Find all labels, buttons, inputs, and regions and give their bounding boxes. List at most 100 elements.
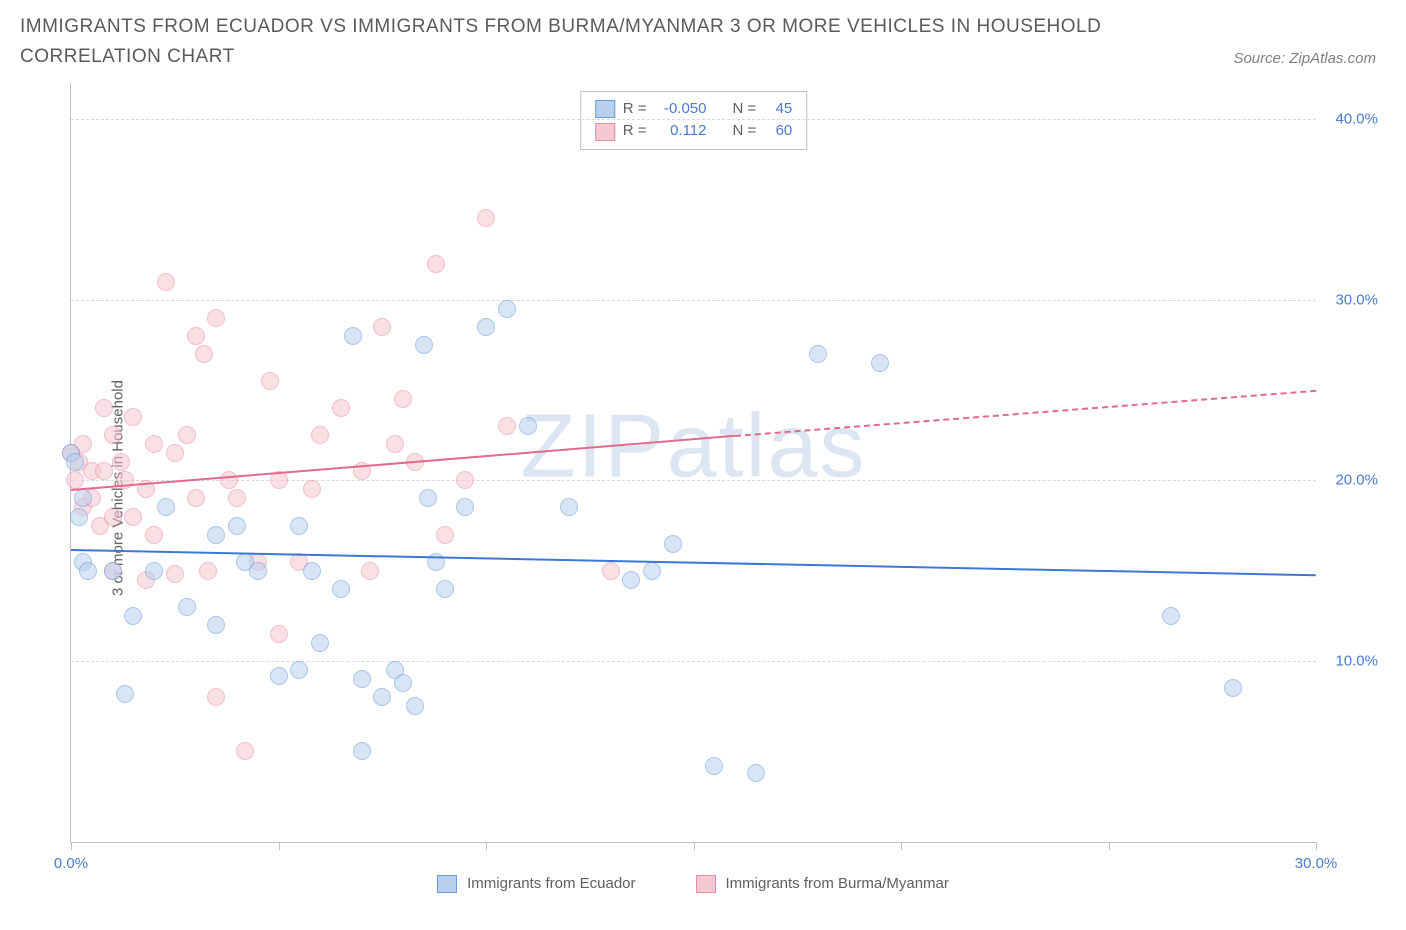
x-tick <box>486 842 487 850</box>
data-point-burma <box>228 489 246 507</box>
data-point-burma <box>270 625 288 643</box>
data-point-burma <box>373 318 391 336</box>
source-attribution: Source: ZipAtlas.com <box>1233 50 1376 67</box>
data-point-ecuador <box>373 688 391 706</box>
x-tick <box>1316 842 1317 850</box>
data-point-burma <box>386 435 404 453</box>
data-point-burma <box>303 480 321 498</box>
data-point-burma <box>207 688 225 706</box>
data-point-ecuador <box>178 598 196 616</box>
data-point-burma <box>261 372 279 390</box>
legend-item-ecuador: Immigrants from Ecuador <box>437 875 635 893</box>
data-point-ecuador <box>436 580 454 598</box>
y-tick-label: 20.0% <box>1335 472 1378 489</box>
data-point-burma <box>124 408 142 426</box>
r-value-burma: 0.112 <box>655 120 707 143</box>
data-point-burma <box>95 399 113 417</box>
data-point-ecuador <box>270 667 288 685</box>
series-legend: Immigrants from Ecuador Immigrants from … <box>70 875 1316 893</box>
x-tick <box>279 842 280 850</box>
data-point-ecuador <box>419 489 437 507</box>
correlation-legend: R = -0.050 N = 45 R = 0.112 N = 60 <box>580 91 808 150</box>
data-point-ecuador <box>249 562 267 580</box>
n-value-burma: 60 <box>764 120 792 143</box>
data-point-ecuador <box>207 616 225 634</box>
series-label-burma: Immigrants from Burma/Myanmar <box>726 875 949 892</box>
data-point-burma <box>207 309 225 327</box>
data-point-ecuador <box>104 562 122 580</box>
data-point-ecuador <box>145 562 163 580</box>
trendline-burma-extrapolated <box>735 390 1316 437</box>
data-point-burma <box>477 209 495 227</box>
data-point-burma <box>199 562 217 580</box>
swatch-burma <box>595 123 615 141</box>
data-point-burma <box>104 426 122 444</box>
data-point-ecuador <box>344 327 362 345</box>
data-point-burma <box>145 526 163 544</box>
data-point-ecuador <box>157 498 175 516</box>
y-tick-label: 40.0% <box>1335 110 1378 127</box>
data-point-ecuador <box>809 345 827 363</box>
data-point-ecuador <box>290 661 308 679</box>
data-point-ecuador <box>871 354 889 372</box>
data-point-ecuador <box>498 300 516 318</box>
data-point-burma <box>311 426 329 444</box>
r-label: R = <box>623 120 647 143</box>
data-point-ecuador <box>705 757 723 775</box>
data-point-burma <box>436 526 454 544</box>
legend-row-ecuador: R = -0.050 N = 45 <box>595 98 793 121</box>
data-point-ecuador <box>456 498 474 516</box>
chart-title: IMMIGRANTS FROM ECUADOR VS IMMIGRANTS FR… <box>20 12 1140 73</box>
x-tick <box>901 842 902 850</box>
data-point-ecuador <box>519 417 537 435</box>
data-point-ecuador <box>353 670 371 688</box>
data-point-burma <box>187 489 205 507</box>
r-value-ecuador: -0.050 <box>655 98 707 121</box>
swatch-ecuador <box>437 875 457 893</box>
data-point-burma <box>427 255 445 273</box>
data-point-ecuador <box>66 453 84 471</box>
chart-container: 3 or more Vehicles in Household ZIPatlas… <box>20 83 1386 893</box>
x-tick <box>694 842 695 850</box>
n-value-ecuador: 45 <box>764 98 792 121</box>
data-point-burma <box>361 562 379 580</box>
data-point-burma <box>220 471 238 489</box>
data-point-burma <box>157 273 175 291</box>
data-point-burma <box>112 453 130 471</box>
data-point-burma <box>332 399 350 417</box>
data-point-ecuador <box>332 580 350 598</box>
r-label: R = <box>623 98 647 121</box>
data-point-ecuador <box>311 634 329 652</box>
data-point-burma <box>95 462 113 480</box>
data-point-burma <box>195 345 213 363</box>
data-point-ecuador <box>394 674 412 692</box>
data-point-burma <box>166 565 184 583</box>
n-label: N = <box>733 120 757 143</box>
x-tick-label: 30.0% <box>1295 855 1338 872</box>
swatch-ecuador <box>595 100 615 118</box>
gridline <box>71 480 1316 481</box>
data-point-ecuador <box>303 562 321 580</box>
data-point-ecuador <box>228 517 246 535</box>
data-point-ecuador <box>116 685 134 703</box>
data-point-burma <box>602 562 620 580</box>
gridline <box>71 119 1316 120</box>
legend-row-burma: R = 0.112 N = 60 <box>595 120 793 143</box>
data-point-ecuador <box>622 571 640 589</box>
data-point-ecuador <box>406 697 424 715</box>
data-point-ecuador <box>643 562 661 580</box>
data-point-ecuador <box>124 607 142 625</box>
swatch-burma <box>696 875 716 893</box>
data-point-burma <box>104 508 122 526</box>
legend-item-burma: Immigrants from Burma/Myanmar <box>696 875 949 893</box>
data-point-ecuador <box>1224 679 1242 697</box>
data-point-burma <box>124 508 142 526</box>
gridline <box>71 661 1316 662</box>
data-point-ecuador <box>290 517 308 535</box>
x-tick <box>1109 842 1110 850</box>
data-point-ecuador <box>664 535 682 553</box>
data-point-ecuador <box>70 508 88 526</box>
data-point-ecuador <box>74 489 92 507</box>
data-point-burma <box>236 742 254 760</box>
data-point-burma <box>456 471 474 489</box>
